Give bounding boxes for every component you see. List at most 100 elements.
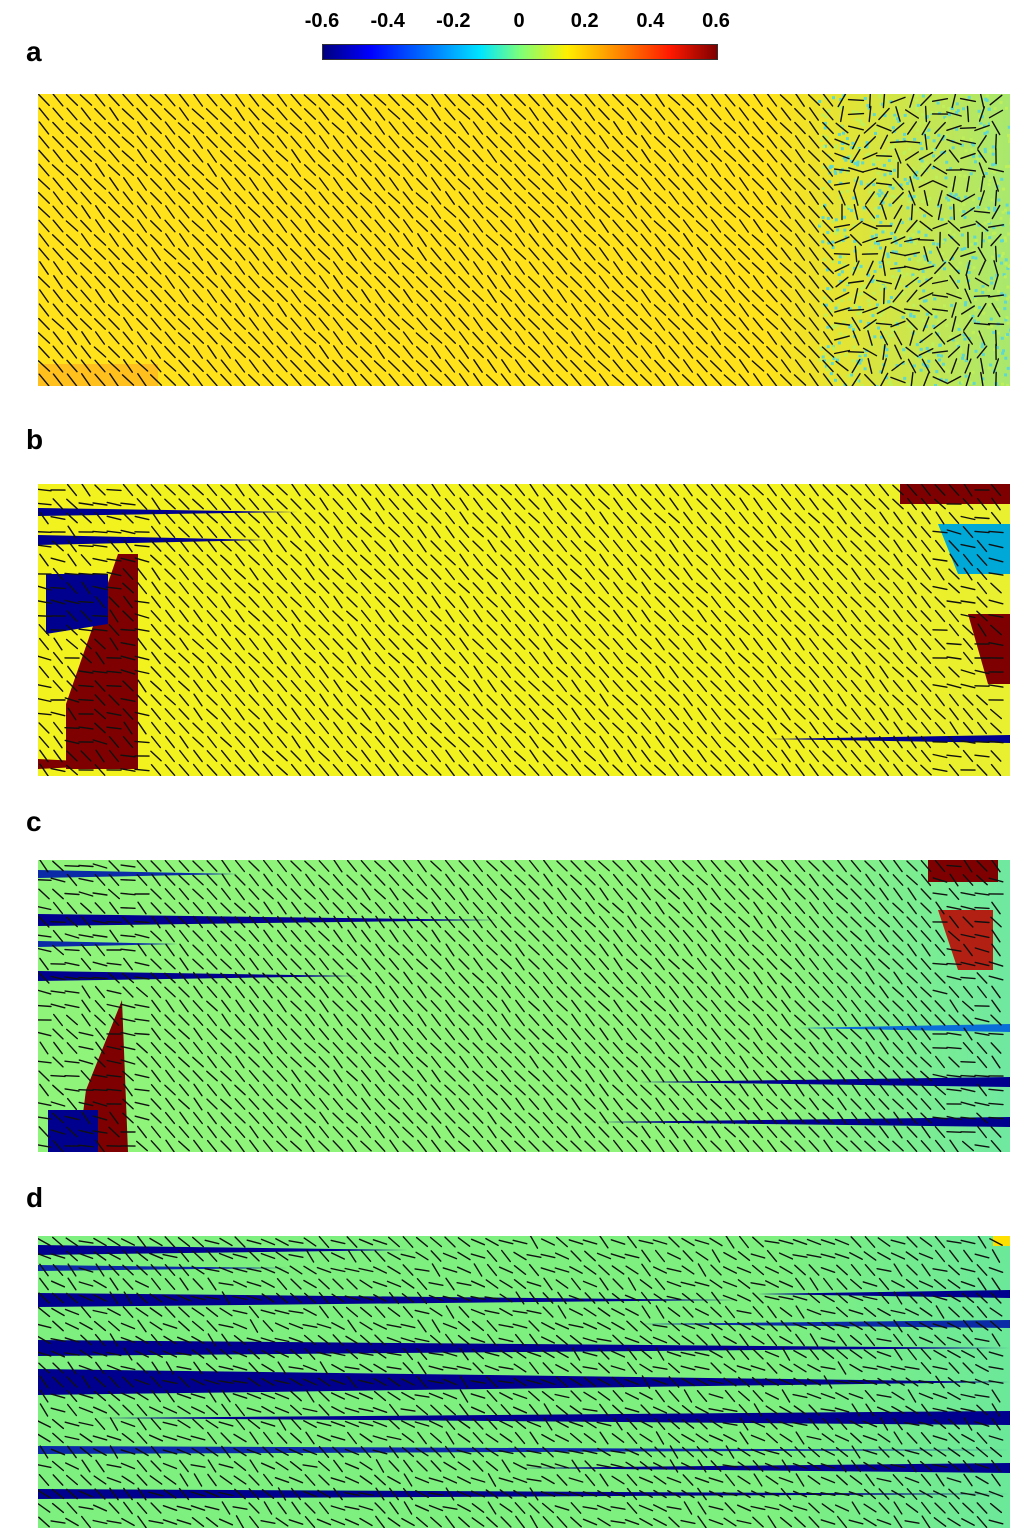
vector-arrow (472, 484, 484, 496)
vector-arrow (766, 707, 778, 721)
vector-arrow (107, 206, 121, 218)
vector-arrow (528, 860, 540, 873)
vector-arrow (904, 251, 920, 257)
vector-arrow (416, 958, 428, 970)
vector-arrow (542, 666, 554, 678)
vector-arrow (865, 274, 875, 290)
vector-arrow (221, 1083, 231, 1097)
vector-arrow (388, 902, 400, 914)
vector-arrow (668, 191, 680, 205)
vector-arrow (402, 652, 414, 664)
vector-arrow (906, 289, 918, 303)
vector-arrow (64, 739, 80, 745)
noise-speckle (930, 110, 934, 114)
vector-arrow (78, 726, 94, 730)
noise-speckle (867, 152, 871, 156)
noise-speckle (924, 161, 928, 165)
noise-speckle (879, 197, 882, 201)
noise-speckle (947, 370, 951, 374)
vector-arrow (987, 322, 1005, 326)
vector-arrow (388, 1084, 400, 1096)
noise-speckle (915, 343, 919, 347)
vector-arrow (864, 916, 876, 928)
vector-arrow (724, 582, 736, 594)
vector-arrow (920, 582, 932, 594)
vector-arrow (863, 122, 877, 134)
vector-arrow (277, 303, 287, 317)
vector-arrow (346, 511, 358, 525)
vector-arrow (892, 902, 904, 914)
vector-arrow (932, 1073, 948, 1079)
vector-arrow (388, 149, 400, 163)
vector-arrow (696, 107, 708, 121)
vector-arrow (962, 985, 974, 999)
vector-arrow (431, 581, 441, 595)
vector-arrow (122, 94, 134, 107)
vector-arrow (501, 275, 511, 289)
vector-arrow (38, 989, 52, 995)
vector-arrow (946, 642, 962, 646)
vector-arrow (892, 1013, 904, 1027)
vector-arrow (627, 901, 637, 915)
vector-arrow (781, 553, 791, 567)
noise-speckle (972, 381, 976, 385)
vector-arrow (556, 958, 568, 970)
vector-arrow (220, 373, 232, 386)
vector-arrow (569, 262, 583, 274)
noise-speckle (963, 337, 967, 341)
vector-arrow (150, 289, 162, 303)
vector-arrow (402, 874, 414, 886)
vector-arrow (220, 887, 232, 901)
vector-arrow (332, 972, 344, 984)
vector-arrow (627, 749, 637, 763)
vector-arrow (626, 317, 638, 331)
vector-arrow (932, 558, 948, 562)
vector-arrow (361, 651, 371, 665)
vector-arrow (542, 694, 554, 706)
vector-arrow (332, 289, 344, 303)
noise-speckle (851, 141, 855, 145)
vector-arrow (164, 554, 176, 566)
vector-arrow (654, 624, 666, 636)
vector-arrow (486, 512, 498, 524)
vector-arrow (444, 679, 456, 693)
vector-arrow (598, 651, 610, 665)
vector-arrow (585, 1013, 595, 1027)
vector-arrow (122, 177, 134, 191)
vector-arrow (780, 177, 792, 191)
vector-arrow (220, 289, 232, 303)
vector-arrow (318, 721, 330, 735)
vector-arrow (864, 512, 876, 524)
vector-arrow (850, 596, 862, 608)
vector-arrow (95, 1027, 106, 1041)
vector-arrow (92, 572, 108, 576)
vector-arrow (332, 764, 344, 776)
vector-arrow (878, 595, 890, 609)
vector-arrow (571, 999, 581, 1013)
vector-arrow (234, 860, 246, 873)
vector-arrow (458, 163, 470, 177)
vector-arrow (249, 1013, 259, 1027)
vector-arrow (178, 219, 190, 233)
noise-speckle (854, 215, 858, 218)
vector-arrow (276, 1056, 288, 1068)
vector-arrow (710, 247, 722, 261)
vector-arrow (781, 985, 791, 999)
vector-arrow (808, 135, 820, 149)
vector-arrow (890, 306, 906, 314)
vector-arrow (892, 652, 904, 664)
vector-arrow (696, 1041, 708, 1055)
vector-arrow (641, 609, 651, 623)
vector-arrow (136, 1056, 148, 1068)
vector-arrow (457, 136, 471, 148)
vector-arrow (878, 610, 890, 622)
noise-speckle (996, 307, 1000, 311)
vector-arrow (724, 191, 736, 205)
vector-arrow (290, 873, 301, 887)
noise-speckle (913, 241, 917, 245)
vector-arrow (417, 860, 427, 873)
vector-arrow (681, 206, 695, 218)
vector-arrow (304, 374, 316, 386)
vector-arrow (850, 860, 862, 873)
noise-speckle (1000, 239, 1003, 243)
